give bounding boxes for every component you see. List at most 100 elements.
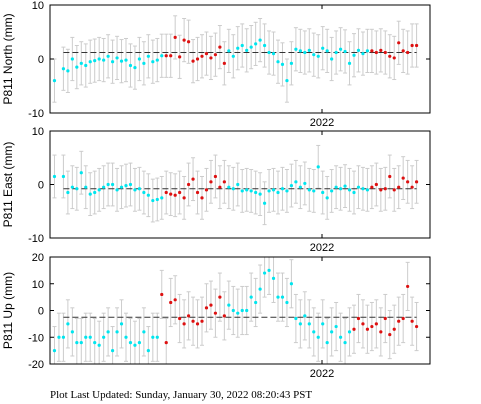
data-point-cyan [347,188,352,192]
data-point-cyan [115,188,119,192]
data-point-red [379,48,383,52]
data-point-cyan [227,49,231,53]
data-point-red [356,316,361,321]
y-tick-label: 10 [32,279,44,291]
data-point-red [204,188,209,192]
x-tick-label: 2022 [310,368,334,380]
y-axis-label: P811 North (mm) [1,13,15,104]
data-point-cyan [312,53,316,57]
data-point-red [218,295,222,299]
data-point-cyan [70,185,74,189]
data-point-cyan [330,189,334,193]
data-point-cyan [312,189,316,193]
plot-frame [49,256,431,365]
data-point-cyan [325,49,329,53]
data-point-red [401,49,405,53]
y-axis-label: P811 Up (mm) [1,272,15,349]
data-point-red [160,292,164,297]
data-point-red [209,56,213,60]
data-point-cyan [280,187,285,191]
data-point-cyan [356,185,361,189]
data-point-red [182,196,186,200]
data-point-cyan [303,50,307,55]
data-point-red [186,40,191,44]
data-point-red [414,324,419,329]
data-point-red [401,316,405,321]
data-point-cyan [236,46,240,50]
data-point-cyan [88,60,92,64]
data-point-red [374,182,378,187]
data-point-cyan [128,63,133,68]
data-point-cyan [106,182,110,187]
data-point-cyan [271,52,276,56]
data-point-cyan [160,196,164,200]
data-point-cyan [361,187,365,191]
data-point-red [218,45,222,49]
data-point-red [222,61,226,65]
data-point-red [173,298,177,302]
data-point-cyan [137,187,142,191]
data-point-cyan [79,171,83,175]
data-point-cyan [347,61,352,65]
data-point-cyan [271,276,276,280]
data-point-cyan [338,335,343,339]
data-point-cyan [102,335,106,339]
data-point-cyan [267,189,271,193]
data-point-cyan [124,183,128,188]
data-point-cyan [276,190,280,195]
data-point-cyan [285,79,289,83]
data-point-cyan [245,308,249,313]
data-point-red [191,319,195,323]
data-point-cyan [289,282,294,286]
data-point-cyan [280,62,285,66]
data-point-red [178,190,182,195]
data-point-red [365,327,370,331]
data-point-cyan [57,335,61,339]
data-point-red [200,196,204,200]
data-point-cyan [231,54,235,58]
data-point-red [410,319,414,323]
data-point-red [182,38,186,42]
data-point-cyan [307,322,311,326]
data-point-cyan [84,63,88,68]
data-point-red [397,185,401,189]
data-point-red [406,50,410,55]
y-tick-label: 20 [32,252,44,264]
data-point-cyan [307,188,311,192]
data-point-cyan [227,303,231,307]
data-point-cyan [280,295,285,299]
data-point-cyan [61,67,66,71]
x-tick-label: 2022 [310,117,334,129]
data-point-cyan [115,330,119,334]
data-point-red [209,303,213,307]
data-point-cyan [298,49,302,53]
data-point-red [200,54,204,58]
data-point-cyan [343,184,347,188]
data-point-cyan [151,198,155,203]
data-point-cyan [352,190,356,195]
data-point-red [374,50,378,55]
y-tick-label: -20 [28,359,44,371]
data-point-cyan [146,193,150,197]
data-point-red [379,188,383,192]
data-point-cyan [343,341,347,345]
data-point-cyan [294,47,298,51]
data-point-cyan [289,61,294,65]
data-point-cyan [303,181,307,186]
data-point-red [401,176,405,180]
data-point-cyan [79,341,83,345]
data-point-red [191,177,195,181]
data-point-cyan [231,308,235,313]
footer-timestamp: Sunday, January 30, 2022 08:20:43 PST [135,389,313,401]
data-point-cyan [262,271,267,275]
data-point-cyan [84,335,88,339]
data-point-cyan [110,60,115,64]
data-point-cyan [110,349,115,353]
data-point-red [370,324,374,329]
data-point-cyan [330,330,334,334]
y-tick-label: 10 [32,126,44,138]
data-point-cyan [338,187,343,191]
data-point-cyan [267,268,271,272]
data-point-red [178,316,182,321]
data-point-red [397,319,401,323]
